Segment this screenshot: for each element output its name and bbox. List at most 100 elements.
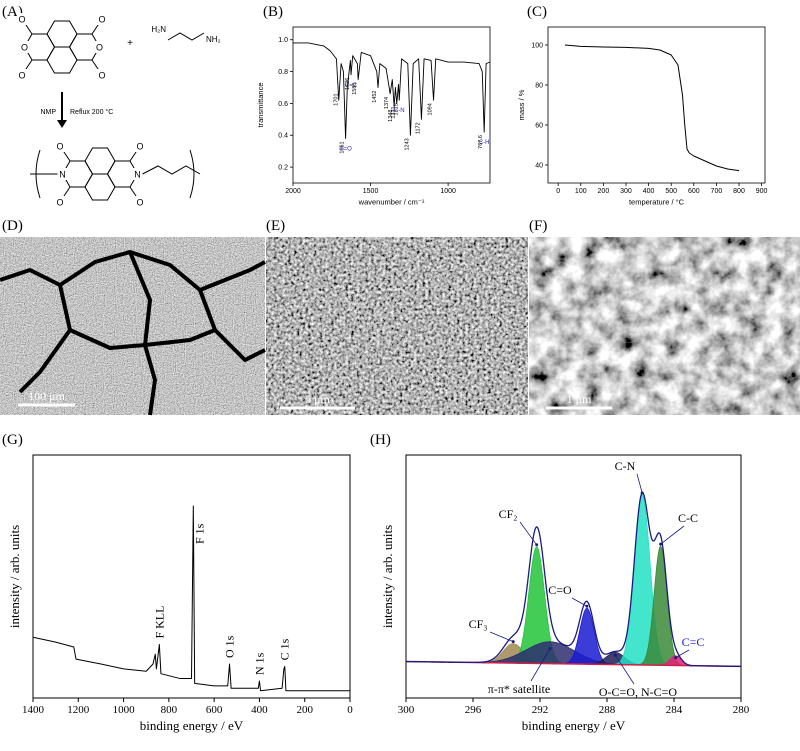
annotation-arrow xyxy=(571,597,588,607)
y-tick-label: 0.4 xyxy=(278,133,288,140)
x-tick-label: 600 xyxy=(688,188,700,195)
peak-annotation: C 1s xyxy=(277,638,291,660)
atom-label: H₂N xyxy=(151,25,166,34)
atom-label: O xyxy=(56,197,63,207)
plot-frame xyxy=(547,26,766,184)
peak-label: 1315 xyxy=(393,103,399,115)
ring xyxy=(84,173,116,201)
arrow-tip xyxy=(674,656,678,660)
condition-label: Reflux 200 °C xyxy=(70,108,113,116)
annotation-arrow xyxy=(660,525,685,545)
panel-label: (C) xyxy=(527,4,547,20)
panel-label: (F) xyxy=(529,218,547,234)
arrow-tip xyxy=(511,640,515,644)
x-tick-label: 0 xyxy=(347,704,353,716)
crack xyxy=(69,328,146,350)
condition-label: NMP xyxy=(40,109,56,116)
panel-label: (D) xyxy=(2,218,23,234)
micrograph xyxy=(0,237,265,415)
x-tick-label: 0 xyxy=(556,188,560,195)
y-tick-label: 0.8 xyxy=(278,69,288,76)
scale-bar-label: 5 μm xyxy=(305,392,330,406)
atom-label: NH₂ xyxy=(206,35,221,44)
atom-mask xyxy=(17,13,27,26)
plus-sign: + xyxy=(127,38,133,49)
component-label: O-C=O, N-C=O xyxy=(599,685,678,699)
x-tick-label: 200 xyxy=(598,188,610,195)
x-tick-label: 2000 xyxy=(285,188,301,195)
atom-label: O xyxy=(18,70,25,80)
peak-label: 1701 xyxy=(333,93,339,105)
group-label: C-H xyxy=(479,140,490,146)
peak-annotation: N 1s xyxy=(252,652,266,675)
x-tick-label: 600 xyxy=(206,704,223,716)
y-tick-label: 60 xyxy=(535,122,543,129)
peak-label: 1452 xyxy=(372,90,378,102)
arrow-tip xyxy=(585,604,589,608)
x-tick-label: 292 xyxy=(532,704,549,716)
x-tick-label: 400 xyxy=(251,704,268,716)
data-line xyxy=(32,505,350,692)
atom-mask xyxy=(19,41,30,53)
arrow-tip xyxy=(535,543,539,547)
component-label: C=O xyxy=(548,583,572,597)
x-axis-label: binding energy / eV xyxy=(140,718,244,733)
y-tick-label: 0.2 xyxy=(278,165,288,172)
atom-label: O xyxy=(136,197,143,207)
x-tick-label: 700 xyxy=(711,188,723,195)
x-axis-label: binding energy / eV xyxy=(522,718,626,733)
component-label: π-π* satellite xyxy=(488,682,550,696)
ring xyxy=(46,20,78,48)
annotation-arrow xyxy=(636,473,643,493)
bracket xyxy=(35,149,41,199)
atom-label: N xyxy=(134,170,141,180)
atom-label: O xyxy=(56,142,63,152)
micrograph xyxy=(529,237,800,415)
x-tick-label: 800 xyxy=(161,704,178,716)
x-axis-label: temperature / °C xyxy=(629,198,685,207)
arrow-tip xyxy=(640,491,644,495)
x-tick-label: 100 xyxy=(575,188,587,195)
fit-envelope xyxy=(405,492,742,668)
x-tick-label: 200 xyxy=(296,704,313,716)
y-tick-label: 80 xyxy=(535,82,543,89)
peak-label: 1374 xyxy=(384,97,390,109)
atom-mask xyxy=(94,41,105,53)
plot-frame xyxy=(292,26,491,184)
atom-mask xyxy=(135,140,145,153)
atom-label: N xyxy=(59,170,66,180)
x-tick-label: 1000 xyxy=(113,704,136,716)
atom-mask xyxy=(97,13,107,26)
atom-mask xyxy=(55,140,65,153)
micrograph xyxy=(266,237,528,415)
scale-bar-label: 1 μm xyxy=(567,392,592,406)
y-axis-label: intensity / arb. units xyxy=(380,525,395,628)
y-axis-label: mass / % xyxy=(517,89,526,120)
component-label: CF₂ xyxy=(499,507,518,521)
panel-label: (G) xyxy=(2,432,23,448)
data-line xyxy=(564,44,740,172)
panel-label: (E) xyxy=(266,218,285,234)
arrow-tip xyxy=(548,647,552,651)
atom-label: O xyxy=(96,43,103,53)
x-tick-label: 300 xyxy=(398,704,415,716)
bracket xyxy=(189,149,195,199)
peak-annotation: F KLL xyxy=(152,606,166,639)
annotation-arrow xyxy=(530,648,551,682)
arrow-head xyxy=(57,120,67,128)
x-tick-label: 1400 xyxy=(22,704,45,716)
annotation-arrow xyxy=(615,655,635,685)
peak-label: 1348 xyxy=(388,110,394,122)
panel-label: (H) xyxy=(370,432,391,448)
peak-label: 1094 xyxy=(428,103,434,115)
component-label: C-C xyxy=(678,511,698,525)
crack xyxy=(198,289,266,362)
x-tick-label: 300 xyxy=(620,188,632,195)
atom-mask xyxy=(132,168,143,180)
atom-mask xyxy=(57,168,68,180)
atom-label: O xyxy=(98,70,105,80)
peak-label: 1172 xyxy=(415,122,421,134)
